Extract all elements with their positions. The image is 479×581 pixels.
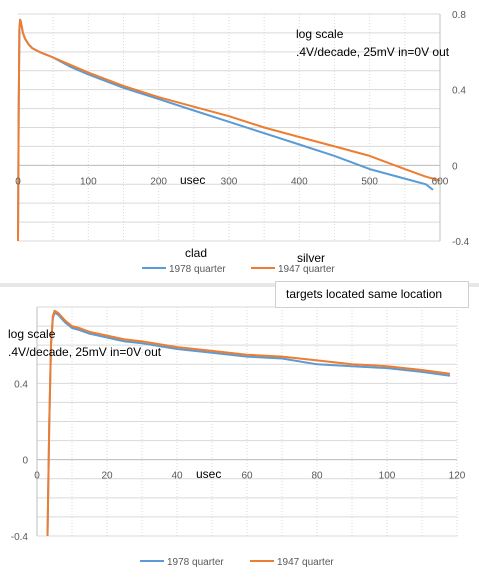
y-tick-label: -0.4 (452, 237, 470, 248)
y-tick-label: 0.4 (14, 379, 28, 390)
y-tick-label: -0.4 (11, 532, 29, 543)
chart-panel-2: 0 20 40 60 80 100 120 0.4 0 -0.4 log scale .4V/de… (0, 287, 479, 581)
x-tick-label: 120 (449, 471, 466, 482)
callout-box: targets located same location (275, 281, 469, 308)
x-tick-label: 600 (432, 176, 449, 187)
chart-1-tick-labels: 0 100 200 300 400 500 600 0.8 0.4 0 -0.4 (15, 10, 469, 248)
chart-2-x-axis-label: usec (196, 467, 221, 481)
x-tick-label: 0 (15, 176, 21, 187)
x-tick-label: 300 (221, 176, 238, 187)
x-tick-label: 100 (80, 176, 97, 187)
x-tick-label: 80 (311, 471, 323, 482)
y-tick-label: 0 (452, 161, 458, 172)
chart-1-top-label-silver: silver (297, 251, 325, 265)
chart-1-svg: 0 100 200 300 400 500 600 0.8 0.4 0 -0.4 log scale… (15, 10, 469, 275)
series-line-1947-quarter (17, 18, 441, 242)
panel-separator (0, 283, 479, 287)
x-tick-label: 40 (171, 471, 183, 482)
x-tick-label: 20 (101, 471, 113, 482)
x-tick-label: 0 (34, 471, 40, 482)
x-tick-label: 60 (241, 471, 253, 482)
chart-2-annotation-line1: log scale (8, 327, 56, 341)
x-tick-label: 200 (150, 176, 167, 187)
chart-1-annotation-line1: log scale (296, 27, 344, 41)
series-line-1947-quarter (46, 309, 451, 537)
legend-label-1947: 1947 quarter (278, 264, 335, 275)
chart-1-top-label-clad: clad (185, 246, 207, 260)
legend-label-1947: 1947 quarter (277, 557, 334, 568)
x-tick-label: 100 (379, 471, 396, 482)
chart-1-legend: 1978 quarter 1947 quarter (142, 264, 335, 275)
chart-1-gridlines (18, 13, 441, 242)
y-tick-label: 0.8 (452, 10, 466, 21)
chart-1-series (17, 18, 441, 242)
chart-2-legend: 1978 quarter 1947 quarter (140, 557, 334, 568)
chart-2-annotation-line2: .4V/decade, 25mV in=0V out (8, 345, 162, 359)
chart-2-tick-labels: 0 20 40 60 80 100 120 0.4 0 -0.4 (11, 379, 466, 543)
y-tick-label: 0 (22, 456, 28, 467)
legend-label-1978: 1978 quarter (167, 557, 224, 568)
chart-2-svg: 0 20 40 60 80 100 120 0.4 0 -0.4 log scale .4V/de… (8, 306, 466, 568)
chart-panel-1: 0 100 200 300 400 500 600 0.8 0.4 0 -0.4 log scale… (0, 0, 479, 283)
x-tick-label: 500 (361, 176, 378, 187)
chart-1-annotation-line2: .4V/decade, 25mV in=0V out (296, 45, 450, 59)
chart-2-gridlines (36, 306, 458, 537)
legend-label-1978: 1978 quarter (169, 264, 226, 275)
y-tick-label: 0.4 (452, 86, 466, 97)
chart-1-x-axis-label: usec (180, 173, 205, 187)
x-tick-label: 400 (291, 176, 308, 187)
chart-2-series (46, 309, 451, 537)
